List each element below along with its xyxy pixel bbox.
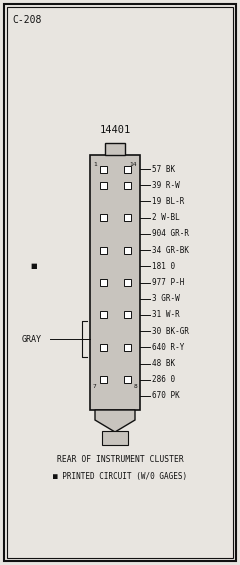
Bar	[124, 376, 131, 383]
Text: 904 GR-R: 904 GR-R	[152, 229, 189, 238]
Text: 670 PK: 670 PK	[152, 392, 180, 401]
Text: 34 GR-BK: 34 GR-BK	[152, 246, 189, 255]
Text: 39 R-W: 39 R-W	[152, 181, 180, 190]
Text: 181 0: 181 0	[152, 262, 175, 271]
Bar	[100, 246, 107, 254]
Text: 286 0: 286 0	[152, 375, 175, 384]
Text: 19 BL-R: 19 BL-R	[152, 197, 184, 206]
Text: 30 BK-GR: 30 BK-GR	[152, 327, 189, 336]
Bar	[124, 166, 131, 172]
Text: REAR OF INSTRUMENT CLUSTER: REAR OF INSTRUMENT CLUSTER	[57, 455, 183, 464]
Bar	[100, 214, 107, 221]
Bar	[124, 246, 131, 254]
Bar	[100, 182, 107, 189]
Bar	[124, 279, 131, 286]
Text: 977 P-H: 977 P-H	[152, 278, 184, 287]
Bar	[100, 311, 107, 319]
Bar	[124, 311, 131, 319]
Bar	[124, 182, 131, 189]
Text: 8: 8	[133, 384, 137, 389]
Text: C-208: C-208	[12, 15, 41, 25]
Bar	[100, 344, 107, 351]
Bar	[102, 431, 128, 445]
Text: ■ PRINTED CIRCUIT (W/0 GAGES): ■ PRINTED CIRCUIT (W/0 GAGES)	[53, 472, 187, 481]
Bar	[100, 279, 107, 286]
Text: 640 R-Y: 640 R-Y	[152, 343, 184, 352]
Bar	[90, 155, 140, 410]
Text: 2 W-BL: 2 W-BL	[152, 213, 180, 222]
Text: 3 GR-W: 3 GR-W	[152, 294, 180, 303]
Text: 14: 14	[130, 162, 137, 167]
Text: 48 BK: 48 BK	[152, 359, 175, 368]
Text: 7: 7	[93, 384, 97, 389]
Text: 1: 1	[93, 162, 97, 167]
Text: GRAY: GRAY	[22, 334, 42, 344]
Text: 31 W-R: 31 W-R	[152, 310, 180, 319]
Bar	[105, 143, 125, 155]
Text: ■: ■	[30, 263, 37, 270]
Bar	[100, 376, 107, 383]
Text: 14401: 14401	[99, 125, 131, 135]
Text: 57 BK: 57 BK	[152, 164, 175, 173]
Bar	[100, 166, 107, 172]
Bar	[124, 344, 131, 351]
Bar	[124, 214, 131, 221]
Polygon shape	[95, 410, 135, 432]
